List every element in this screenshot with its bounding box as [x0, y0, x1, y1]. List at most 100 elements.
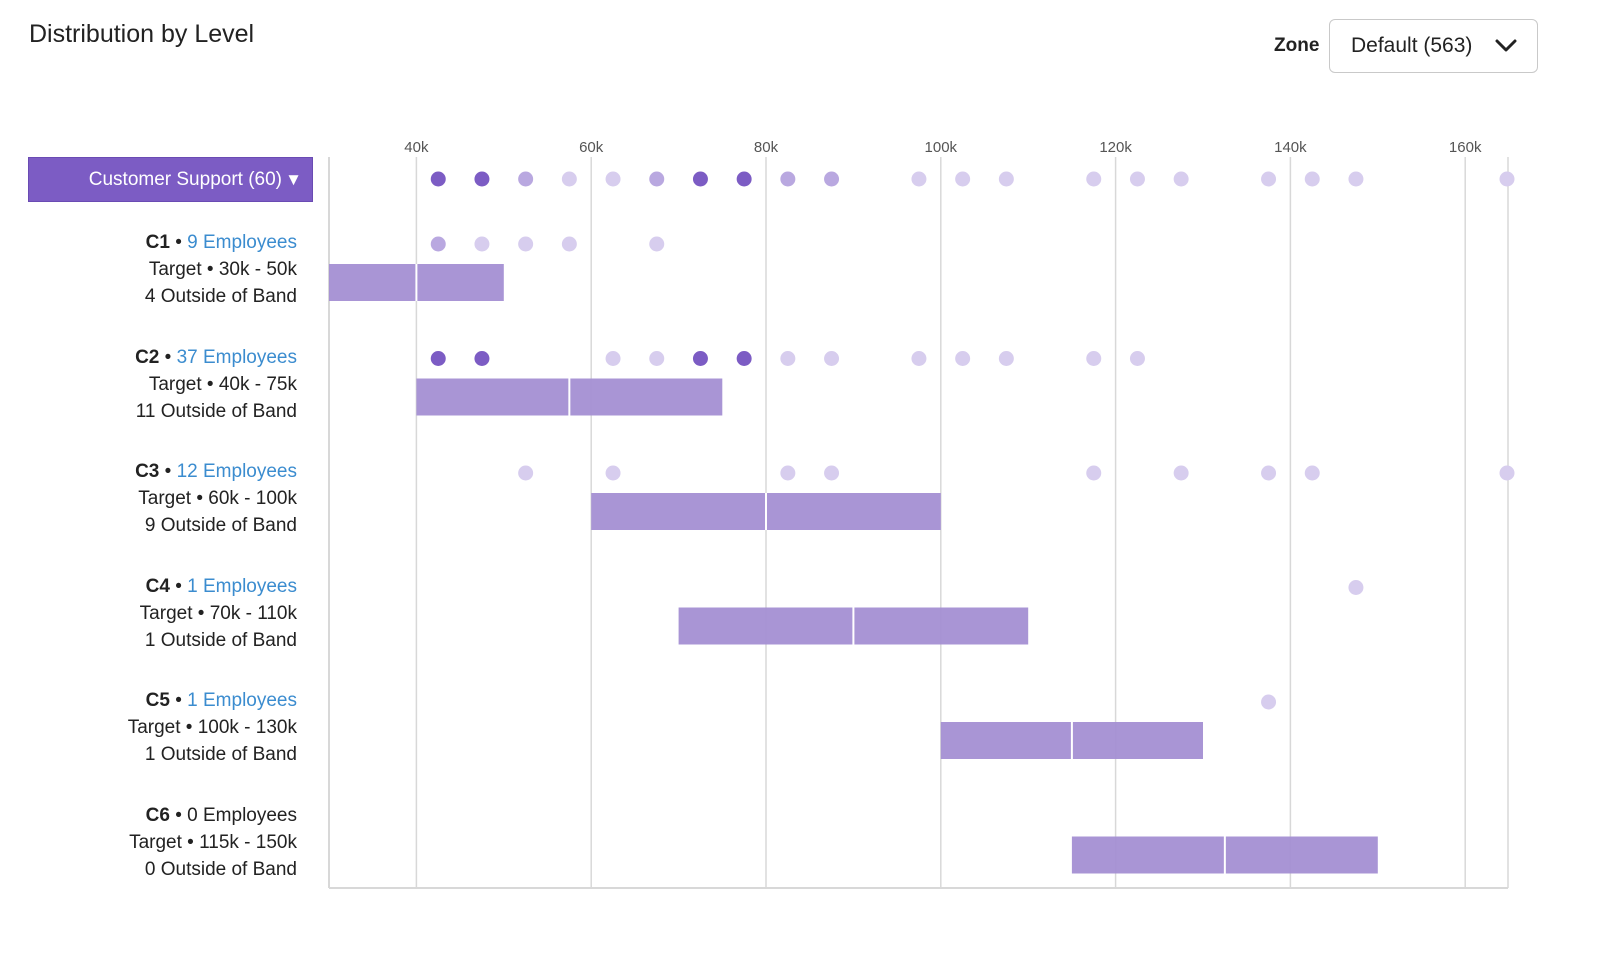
- level-code: C4: [145, 575, 170, 597]
- department-dot: [1348, 171, 1364, 187]
- target-range: Target • 100k - 130k: [127, 717, 297, 738]
- employee-dot: [998, 351, 1014, 366]
- employee-dot: [474, 351, 490, 366]
- employee-dot: [955, 351, 971, 366]
- employee-dot: [649, 351, 665, 366]
- x-tick-label: 120k: [1099, 139, 1132, 156]
- outside-of-band-count: 1 Outside of Band: [144, 744, 297, 765]
- employee-dot: [1173, 465, 1189, 481]
- outside-of-band-count: 0 Outside of Band: [144, 858, 297, 880]
- outside-of-band-count: 9 Outside of Band: [144, 515, 297, 536]
- bullet-separator: •: [169, 575, 188, 597]
- employees-link[interactable]: 37 Employees: [176, 346, 297, 368]
- level-code: C5: [145, 690, 170, 711]
- target-range: Target • 60k - 100k: [138, 488, 297, 509]
- employee-dot: [780, 465, 796, 481]
- employee-dot: [430, 236, 446, 252]
- employee-dot: [430, 351, 446, 366]
- target-range: Target • 40k - 75k: [148, 373, 297, 395]
- level-label-c1: C1 • 9 Employees Target • 30k - 50k 4 Outs…: [37, 229, 297, 310]
- employees-link[interactable]: 9 Employees: [187, 232, 297, 253]
- employee-dot: [605, 465, 621, 481]
- level-code: C1: [145, 232, 170, 253]
- x-tick-label: 60k: [579, 139, 604, 156]
- department-dot: [1261, 171, 1277, 187]
- employees-link[interactable]: 1 Employees: [187, 575, 297, 597]
- level-code: C2: [135, 346, 160, 368]
- x-tick-label: 100k: [925, 139, 958, 156]
- employee-dot: [474, 236, 490, 252]
- employee-dot: [1086, 465, 1102, 481]
- department-dot: [780, 171, 796, 187]
- department-dot: [824, 171, 840, 187]
- employee-dot: [1348, 580, 1364, 595]
- outside-of-band-count: 11 Outside of Band: [135, 400, 297, 422]
- department-dot: [1304, 171, 1320, 187]
- department-dot: [430, 171, 446, 187]
- level-code: C6: [145, 804, 170, 826]
- zone-label: Zone: [1274, 35, 1320, 56]
- outside-of-band-count: 4 Outside of Band: [144, 286, 297, 307]
- employee-dot: [518, 236, 534, 252]
- department-dot: [561, 171, 577, 187]
- employee-dot: [518, 465, 534, 481]
- page-title: Distribution by Level: [29, 20, 255, 48]
- level-header: C4 • 1 Employees: [37, 573, 297, 600]
- department-dot: [1129, 171, 1145, 187]
- x-tick-label: 160k: [1449, 139, 1482, 156]
- level-header: C2 • 37 Employees: [37, 344, 297, 371]
- bullet-separator: •: [159, 461, 177, 482]
- department-dot: [649, 171, 665, 187]
- employee-dot: [649, 236, 665, 252]
- department-dot: [998, 171, 1014, 187]
- bullet-separator: •: [169, 232, 188, 253]
- level-label-c6: C6 • 0 Employees Target • 115k - 150k 0 Ou…: [37, 802, 297, 883]
- employee-dot: [824, 351, 840, 366]
- employee-dot: [1129, 351, 1145, 366]
- level-header: C6 • 0 Employees: [37, 802, 297, 829]
- employee-dot: [1086, 351, 1102, 366]
- employee-dot: [692, 351, 708, 366]
- chevron-down-icon: [1495, 39, 1517, 52]
- outside-of-band-count: 1 Outside of Band: [144, 629, 297, 651]
- employee-dot: [561, 236, 577, 252]
- employee-dot: [911, 351, 927, 366]
- target-range: Target • 115k - 150k: [129, 831, 297, 853]
- department-label: Customer Support (60): [88, 168, 282, 190]
- x-tick-label: 140k: [1274, 139, 1307, 156]
- department-dot: [605, 171, 621, 187]
- level-label-c5: C5 • 1 Employees Target • 100k - 130k 1 Ou…: [37, 687, 297, 768]
- zone-select-value: Default (563): [1351, 34, 1473, 57]
- department-dot: [1499, 171, 1515, 187]
- bullet-separator: •: [169, 690, 188, 711]
- employees-link[interactable]: 12 Employees: [176, 461, 297, 482]
- level-header: C3 • 12 Employees: [37, 458, 297, 485]
- department-dot: [1173, 171, 1189, 187]
- department-dot: [474, 171, 490, 187]
- department-dot: [736, 171, 752, 187]
- employee-dot: [824, 465, 840, 481]
- employees-link[interactable]: 1 Employees: [187, 690, 297, 711]
- employee-dot: [605, 351, 621, 366]
- target-range: Target • 30k - 50k: [148, 259, 297, 280]
- level-label-c2: C2 • 37 Employees Target • 40k - 75k 11 Ou…: [37, 344, 297, 425]
- bullet-separator: •: [169, 804, 188, 826]
- target-range: Target • 70k - 110k: [139, 602, 297, 624]
- x-tick-label: 80k: [754, 139, 779, 156]
- employees-link: 0 Employees: [187, 804, 297, 826]
- level-header: C1 • 9 Employees: [37, 229, 297, 256]
- bullet-separator: •: [159, 346, 177, 368]
- x-tick-label: 40k: [404, 139, 429, 156]
- level-label-c4: C4 • 1 Employees Target • 70k - 110k 1 Out…: [37, 573, 297, 654]
- employee-dot: [1499, 465, 1515, 481]
- department-dropdown-button[interactable]: Customer Support (60) ▼: [28, 157, 313, 202]
- department-dot: [955, 171, 971, 187]
- level-code: C3: [135, 461, 160, 482]
- zone-select[interactable]: Default (563): [1329, 19, 1538, 73]
- level-label-c3: C3 • 12 Employees Target • 60k - 100k 9 Ou…: [37, 458, 297, 539]
- employee-dot: [1304, 465, 1320, 481]
- employee-dot: [1261, 465, 1277, 481]
- employee-dot: [1261, 694, 1277, 710]
- department-dot: [518, 171, 534, 187]
